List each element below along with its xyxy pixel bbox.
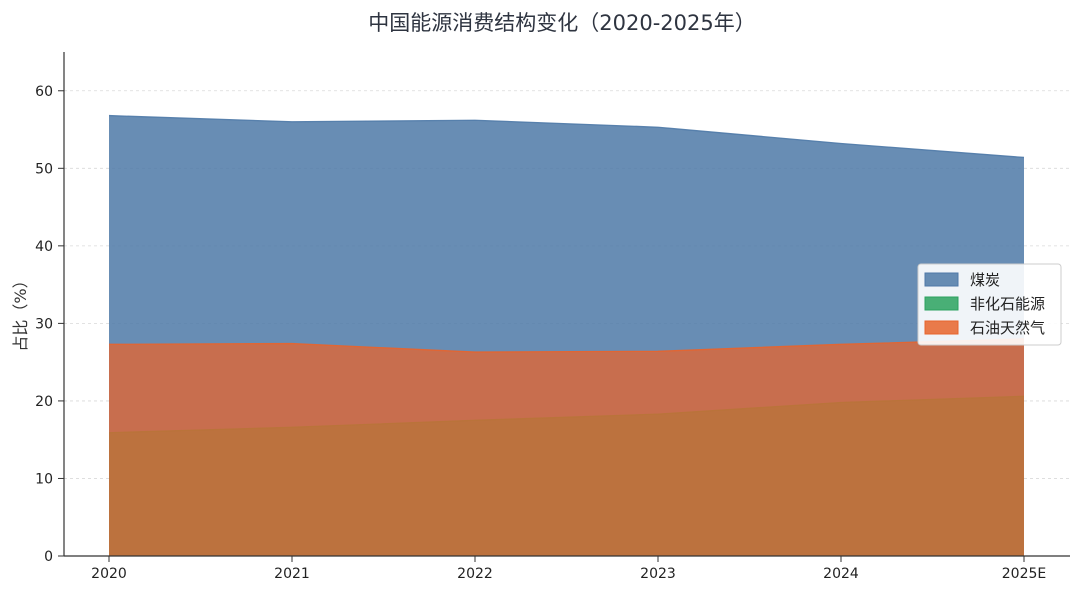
legend-label: 煤炭: [970, 271, 1000, 289]
y-tick-label: 50: [35, 161, 53, 177]
line-石油天然气: [108, 338, 1025, 353]
legend-label: 非化石能源: [970, 295, 1045, 313]
x-tick-label: 2021: [274, 566, 310, 582]
area-石油天然气: [109, 338, 1024, 556]
y-tick-label: 20: [35, 394, 53, 410]
x-tick-label: 2022: [457, 566, 493, 582]
y-axis-label: 占比（%）: [11, 272, 30, 351]
y-tick-label: 30: [35, 316, 53, 332]
legend-swatch: [924, 320, 959, 335]
axes: [63, 52, 1070, 557]
x-tick-label: 2025E: [1002, 566, 1046, 582]
y-tick-label: 60: [35, 84, 53, 100]
legend-label: 石油天然气: [970, 319, 1045, 337]
chart-title: 中国能源消费结构变化（2020-2025年）: [368, 11, 755, 35]
x-tick-label: 2023: [640, 566, 676, 582]
y-tick-label: 40: [35, 239, 53, 255]
legend-swatch: [924, 296, 959, 311]
x-ticks: 2020 2021 2022 2023 2024 2025E: [91, 556, 1046, 582]
y-tick-label: 0: [44, 549, 53, 565]
y-tick-label: 10: [35, 471, 53, 487]
y-ticks: 0 10 20 30 40 50 60: [35, 84, 64, 565]
area-series: [108, 114, 1025, 556]
x-tick-label: 2024: [823, 566, 859, 582]
legend-swatch: [924, 272, 959, 287]
line-煤炭: [108, 114, 1025, 159]
x-tick-label: 2020: [91, 566, 127, 582]
